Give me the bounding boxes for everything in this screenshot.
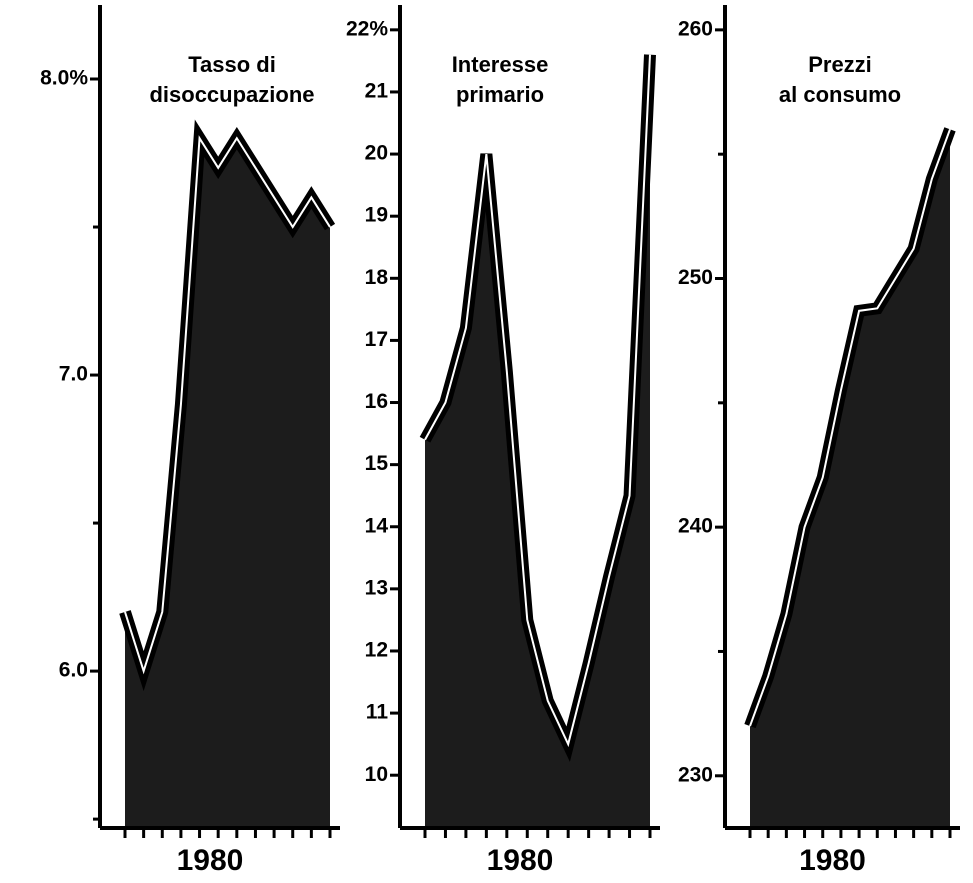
y-tick-label: 11: [366, 701, 389, 724]
chart-title: primario: [456, 82, 544, 107]
chart-title: Interesse: [452, 52, 549, 77]
y-tick-label: 7.0: [59, 363, 88, 386]
y-tick-label: 14: [365, 514, 389, 537]
y-tick-label: 17: [365, 328, 388, 351]
x-axis-label: 1980: [487, 844, 554, 877]
y-tick-label: 240: [678, 515, 713, 538]
y-tick-label: 15: [365, 452, 389, 475]
y-tick-label: 21: [365, 80, 389, 103]
y-tick-label: 10: [365, 763, 388, 786]
y-tick-label: 12: [365, 639, 388, 662]
y-tick-label: 230: [678, 763, 713, 786]
y-tick-label: 18: [365, 266, 389, 289]
y-tick-label: 6.0: [59, 659, 88, 682]
chart: 8.0% 7.0 6.0 Tasso di disoccupazione 1980 22% 2…: [0, 0, 973, 883]
x-axis-label: 1980: [177, 844, 244, 877]
y-tick-label: 19: [365, 204, 388, 227]
y-tick-label: 8.0%: [40, 67, 88, 90]
y-tick-label: 22%: [346, 17, 388, 40]
y-tick-label: 20: [365, 142, 388, 165]
y-tick-label: 250: [678, 266, 713, 289]
chart-title: disoccupazione: [149, 82, 314, 107]
y-tick-label: 16: [365, 390, 388, 413]
x-axis-label: 1980: [799, 844, 866, 877]
y-tick-label: 13: [365, 576, 388, 599]
y-tick-label: 260: [678, 17, 713, 40]
chart-title: al consumo: [779, 82, 901, 107]
chart-title: Prezzi: [808, 52, 872, 77]
chart-title: Tasso di: [188, 52, 276, 77]
